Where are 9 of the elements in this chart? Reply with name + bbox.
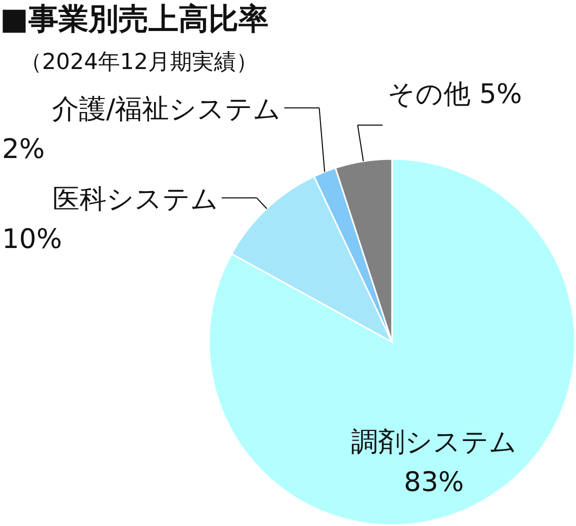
- slice-label: 医科システム: [52, 184, 219, 215]
- chart-subtitle: （2024年12月期実績）: [20, 50, 258, 75]
- chart-title: ■事業別売上高比率: [0, 2, 268, 37]
- slice-label: その他 5%: [388, 79, 522, 110]
- data-label: 10%: [2, 224, 62, 255]
- slice-label: 調剤システム: [350, 426, 517, 458]
- data-label: 2%: [2, 134, 45, 165]
- slice-label: 介護/福祉システム: [52, 94, 282, 125]
- data-label: 83%: [404, 466, 464, 498]
